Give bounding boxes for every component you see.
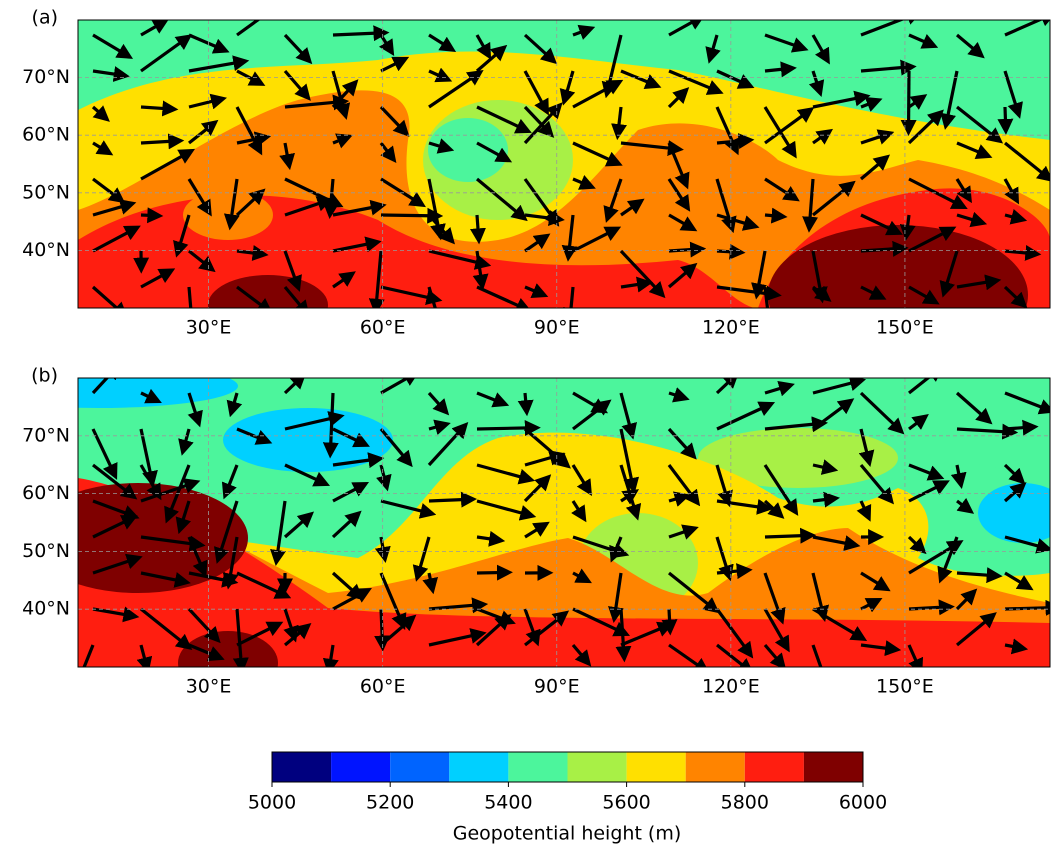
wind-arrow: [477, 215, 479, 238]
map-panel: (a) 30°E 60°E 90°E 120°E 150°E 40°N 50°N 60°N 70…: [22, 3, 1050, 365]
colorbar-cell: [627, 752, 686, 782]
colorbar-label: Geopotential height (m): [453, 823, 682, 845]
colorbar: 5000 5200 5400 5600 5800 6000: [248, 752, 887, 814]
wind-arrow: [1005, 427, 1032, 429]
colorbar-cell: [272, 752, 331, 782]
colorbar-cell: [804, 752, 863, 782]
wind-arrow: [141, 141, 178, 143]
x-tick-label: 120°E: [702, 676, 760, 698]
x-tick-label: 150°E: [876, 676, 934, 698]
colorbar-cell: [331, 752, 390, 782]
colorbar-tick-label: 5800: [721, 792, 769, 814]
wind-arrow: [765, 535, 810, 537]
y-tick-label: 50°N: [22, 540, 70, 562]
panel-label: (b): [31, 365, 58, 387]
x-tick-label: 30°E: [186, 676, 232, 698]
map-panel: (b) 30°E 60°E 90°E 120°E 150°E 40°N 50°N 60°N 70…: [0, 364, 1051, 698]
wind-arrow: [669, 609, 670, 629]
x-tick-label: 30°E: [186, 317, 232, 339]
y-tick-label: 60°N: [22, 482, 70, 504]
colorbar-cell: [390, 752, 449, 782]
wind-arrow: [525, 393, 527, 410]
wind-arrow: [141, 215, 157, 216]
y-tick-label: 40°N: [22, 239, 70, 261]
x-tick-label: 90°E: [534, 317, 580, 339]
wind-arrow: [1005, 608, 1051, 609]
x-tick-label: 60°E: [360, 676, 406, 698]
wind-arrow: [477, 572, 507, 573]
map-fill: [0, 364, 1051, 695]
wind-arrow: [333, 33, 383, 35]
x-tick-label: 90°E: [534, 676, 580, 698]
colorbar-cell: [508, 752, 567, 782]
y-tick-label: 70°N: [22, 66, 70, 88]
y-tick-label: 40°N: [22, 598, 70, 620]
colorbar-tick-label: 5000: [248, 792, 296, 814]
map-fill: [78, 3, 1051, 365]
x-tick-label: 60°E: [360, 317, 406, 339]
colorbar-cell: [568, 752, 627, 782]
panel-label: (a): [32, 7, 58, 29]
colorbar-cell: [745, 752, 804, 782]
colorbar-tick-label: 5400: [484, 792, 532, 814]
colorbar-tick-label: 6000: [839, 792, 887, 814]
colorbar-cell: [449, 752, 508, 782]
colorbar-tick-label: 5200: [366, 792, 414, 814]
wind-arrow: [1005, 107, 1006, 129]
wind-arrow: [429, 499, 471, 501]
y-tick-label: 60°N: [22, 124, 70, 146]
wind-arrow: [717, 251, 739, 252]
y-tick-label: 50°N: [22, 181, 70, 203]
x-tick-label: 150°E: [876, 317, 934, 339]
y-tick-label: 70°N: [22, 424, 70, 446]
wind-arrow: [765, 215, 781, 216]
colorbar-cell: [686, 752, 745, 782]
colorbar-tick-label: 5600: [602, 792, 650, 814]
x-tick-label: 120°E: [702, 317, 760, 339]
wind-arrow: [141, 107, 172, 109]
wind-arrow: [909, 607, 948, 609]
